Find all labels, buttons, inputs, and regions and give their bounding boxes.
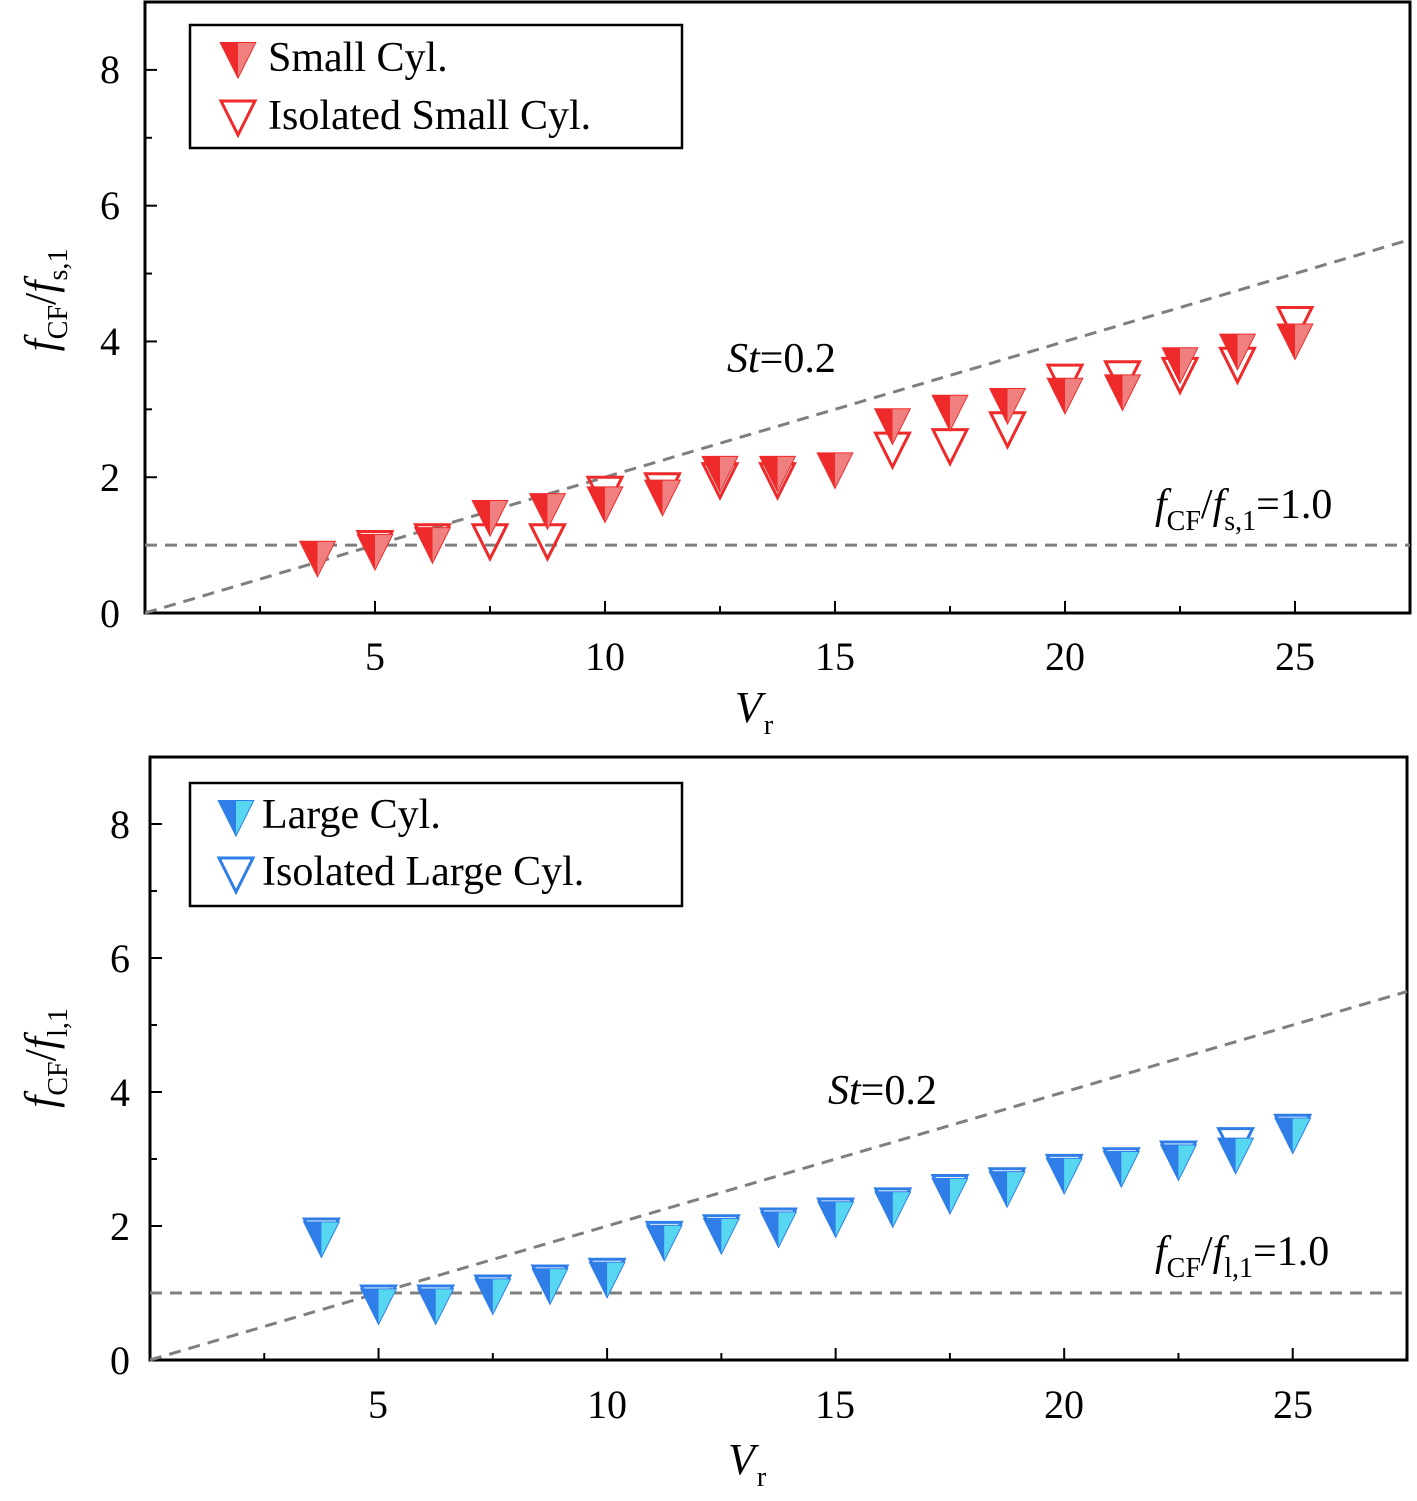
bottom-ytick-label-2: 2 [110, 1204, 130, 1249]
bottom-coupled-point [759, 1211, 798, 1249]
bottom-coupled-point [874, 1191, 912, 1229]
bottom-coupled-point [1216, 1137, 1255, 1175]
top-coupled-point [1103, 374, 1142, 412]
top-coupled-point [873, 408, 912, 446]
top-coupled-point [758, 455, 797, 494]
top-ytick-label-0: 0 [100, 591, 120, 636]
top-coupled-point [1218, 333, 1257, 371]
bottom-legend-label-large-cyl: Large Cyl. [262, 792, 441, 838]
top-legend-label-isolated-small-cyl: Isolated Small Cyl. [268, 93, 591, 139]
bottom-coupled-point [817, 1201, 855, 1239]
top-x-axis-label: Vr [735, 683, 774, 741]
bottom-ytick-label-6: 6 [110, 936, 130, 981]
bottom-unity-annotation: fCF/fl,1=1.0 [1155, 1229, 1329, 1284]
top-coupled-point [528, 493, 567, 531]
top-xtick-label-5: 5 [365, 634, 385, 679]
top-legend: Small Cyl. Isolated Small Cyl. [188, 23, 684, 150]
top-coupled-point [1276, 323, 1314, 361]
bottom-coupled-point [1274, 1117, 1312, 1155]
top-coupled-point [816, 452, 854, 490]
bottom-legend-box [188, 781, 684, 908]
bottom-coupled-point [359, 1288, 398, 1326]
bottom-reference-lines [149, 990, 1408, 1362]
bottom-coupled-point [474, 1278, 512, 1316]
top-xtick-label-15: 15 [815, 634, 855, 679]
top-xtick-label-20: 20 [1045, 634, 1085, 679]
bottom-coupled-point [302, 1221, 341, 1259]
bottom-legend: Large Cyl. Isolated Large Cyl. [188, 781, 684, 908]
top-y-axis-label: fCF/fs,1 [16, 249, 74, 352]
top-coupled-point [988, 387, 1027, 426]
top-st-annotation: St=0.2 [727, 336, 836, 382]
top-legend-marker-isolated-small-cyl [218, 99, 258, 139]
bottom-plot-frame [148, 755, 1409, 1362]
top-coupled-point [931, 394, 969, 432]
bottom-xtick-label-25: 25 [1273, 1382, 1313, 1427]
top-isolated-point [930, 428, 970, 468]
top-ytick-label-4: 4 [100, 319, 120, 364]
top-coupled-point [1161, 347, 1199, 385]
bottom-coupled-point [702, 1218, 740, 1256]
top-plot-frame [143, 0, 1412, 615]
top-coupled-point [1046, 377, 1084, 415]
bottom-coupled-point [1102, 1151, 1140, 1189]
top-coupled-point [586, 486, 624, 524]
bottom-coupled-point [1159, 1144, 1198, 1182]
top-coupled-point [413, 527, 452, 565]
bottom-ytick-label-4: 4 [110, 1070, 130, 1115]
bottom-legend-open-triangle [216, 856, 256, 896]
bottom-ytick-label-0: 0 [110, 1338, 130, 1383]
bottom-coupled-point [531, 1268, 569, 1306]
bottom-legend-label-isolated-large-cyl: Isolated Large Cyl. [262, 849, 584, 895]
top-ytick-label-8: 8 [100, 47, 120, 92]
top-xtick-label-10: 10 [585, 634, 625, 679]
top-legend-filled-triangle [219, 42, 257, 80]
bottom-axis-ticks [150, 823, 1294, 1360]
bottom-coupled-point [988, 1171, 1026, 1209]
top-coupled-point [471, 499, 509, 538]
bottom-coupled-point [588, 1261, 626, 1299]
top-data-points [298, 305, 1315, 578]
bottom-coupled-point [417, 1288, 455, 1326]
top-ytick-label-6: 6 [100, 183, 120, 228]
bottom-st-annotation: St=0.2 [828, 1068, 937, 1114]
top-legend-marker-small-cyl [219, 42, 257, 80]
top-chart-panel: 0 2 4 6 8 5 10 15 20 25 Vr fCF/fs,1 St=0… [16, 0, 1412, 741]
bottom-coupled-point [1045, 1157, 1083, 1195]
bottom-ytick-label-8: 8 [110, 802, 130, 847]
top-ytick-label-2: 2 [100, 455, 120, 500]
bottom-xtick-label-15: 15 [815, 1382, 855, 1427]
bottom-xtick-label-5: 5 [368, 1382, 388, 1427]
bottom-coupled-point [931, 1177, 969, 1216]
top-st-line [144, 238, 1411, 615]
top-xtick-label-25: 25 [1275, 634, 1315, 679]
bottom-legend-marker-isolated-large-cyl [216, 856, 256, 896]
top-legend-label-small-cyl: Small Cyl. [268, 35, 448, 81]
bottom-y-axis-label: fCF/fl,1 [16, 1008, 74, 1108]
bottom-coupled-point [645, 1224, 683, 1262]
top-coupled-point [356, 533, 394, 572]
bottom-legend-filled-triangle [217, 800, 255, 838]
bottom-chart-panel: 0 2 4 6 8 5 10 15 20 25 Vr fCF/fl,1 St=0… [16, 755, 1409, 1493]
bottom-x-axis-label: Vr [728, 1435, 767, 1493]
top-unity-annotation: fCF/fs,1=1.0 [1155, 482, 1332, 537]
top-legend-open-triangle [218, 99, 258, 139]
top-coupled-point [701, 455, 739, 494]
top-coupled-point [298, 540, 337, 578]
top-coupled-point [643, 479, 682, 517]
bottom-xtick-label-10: 10 [587, 1382, 627, 1427]
top-legend-box [188, 23, 684, 150]
bottom-data-points [301, 1113, 1313, 1326]
bottom-xtick-label-20: 20 [1044, 1382, 1084, 1427]
top-reference-lines [144, 238, 1411, 615]
bottom-legend-marker-large-cyl [217, 800, 255, 838]
top-axis-ticks [145, 68, 1296, 613]
bottom-st-line [149, 990, 1408, 1362]
